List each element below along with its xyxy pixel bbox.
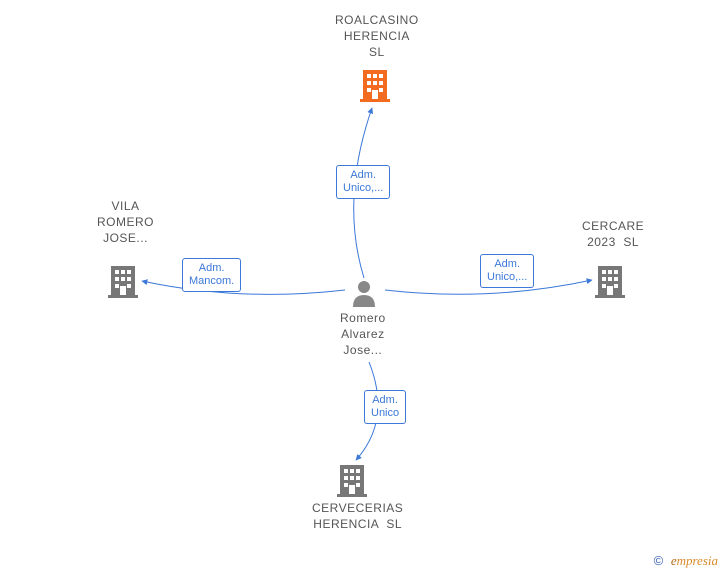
edge-label: Adm. Unico,...: [336, 165, 390, 199]
building-icon[interactable]: [595, 264, 625, 303]
node-label: CERCARE 2023 SL: [582, 218, 644, 250]
building-icon[interactable]: [108, 264, 138, 303]
node-label: ROALCASINO HERENCIA SL: [335, 12, 419, 61]
building-icon[interactable]: [337, 463, 367, 502]
edge-line: [142, 281, 345, 294]
edge-label: Adm. Unico,...: [480, 254, 534, 288]
node-label: CERVECERIAS HERENCIA SL: [312, 500, 403, 532]
edge-label: Adm. Mancom.: [182, 258, 241, 292]
center-node-label: Romero Alvarez Jose...: [340, 310, 386, 359]
watermark: © empresia: [654, 553, 718, 569]
brand-text: empresia: [671, 553, 718, 568]
copyright-symbol: ©: [654, 553, 664, 568]
person-icon[interactable]: [351, 279, 377, 312]
edge-label: Adm. Unico: [364, 390, 406, 424]
building-icon[interactable]: [360, 68, 390, 107]
node-label: VILA ROMERO JOSE...: [97, 198, 154, 247]
